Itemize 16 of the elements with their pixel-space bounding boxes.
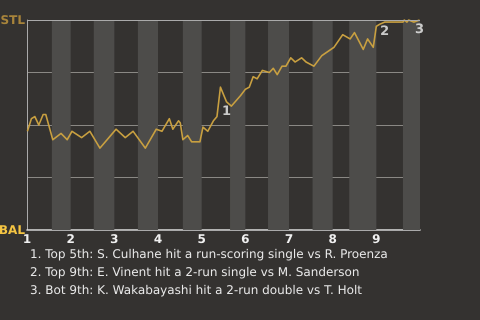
x-tick-label: 6: [241, 232, 250, 246]
x-tick-label: 3: [110, 232, 119, 246]
x-tick-label: 4: [154, 232, 162, 246]
text: 1. Top 5th: S. Culhane hit a run-scoring single vs R. Proenza: [30, 247, 388, 261]
text: 2. Top 9th: E. Vinent hit a 2-run single vs M. Sanderson: [30, 265, 360, 279]
x-tick-label: 9: [372, 232, 381, 246]
x-tick-label: 8: [328, 232, 337, 246]
annotation: 2: [380, 24, 390, 40]
annotation: 1: [222, 104, 232, 119]
annotation: 3: [415, 22, 424, 37]
x-tick-label: 7: [284, 232, 294, 246]
x-tick-label: 5: [197, 232, 206, 246]
x-tick-label: 2: [66, 232, 75, 246]
ref-line-label: STL: [0, 13, 26, 27]
text: 3. Bot 9th: K. Wakabayashi hit a 2-run double vs T. Holt: [30, 283, 362, 297]
ref-line-label: BAL: [0, 223, 26, 237]
